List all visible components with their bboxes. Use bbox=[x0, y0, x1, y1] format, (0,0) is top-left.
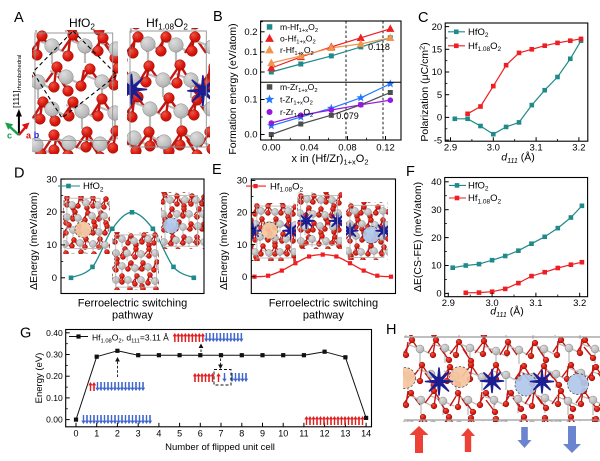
svg-text:E: E bbox=[212, 162, 222, 178]
svg-text:3: 3 bbox=[136, 429, 141, 439]
svg-text:20: 20 bbox=[431, 233, 442, 244]
svg-text:0: 0 bbox=[52, 273, 57, 284]
svg-text:Ferroelectric switching: Ferroelectric switching bbox=[78, 298, 187, 310]
svg-text:0.0: 0.0 bbox=[244, 67, 257, 78]
svg-text:5: 5 bbox=[437, 90, 442, 101]
svg-text:-5: -5 bbox=[434, 135, 442, 146]
svg-text:20: 20 bbox=[46, 207, 57, 218]
svg-text:HfO2​: HfO2​ bbox=[69, 16, 95, 32]
svg-text:0.079: 0.079 bbox=[336, 111, 359, 121]
svg-text:HfO2​: HfO2​ bbox=[468, 181, 489, 193]
svg-text:0.04: 0.04 bbox=[300, 143, 319, 154]
svg-text:0.1: 0.1 bbox=[244, 95, 257, 106]
svg-text:1: 1 bbox=[94, 429, 99, 439]
svg-text:30: 30 bbox=[237, 176, 248, 187]
svg-text:0.12: 0.12 bbox=[376, 143, 395, 154]
svg-text:15: 15 bbox=[432, 45, 443, 56]
svg-text:3.2: 3.2 bbox=[572, 143, 585, 154]
svg-text:Ferroelectric switching: Ferroelectric switching bbox=[269, 298, 378, 310]
svg-text:HfO2​: HfO2​ bbox=[83, 181, 104, 193]
svg-text:d111​ (Å): d111​ (Å) bbox=[490, 305, 524, 319]
svg-text:0.30: 0.30 bbox=[46, 350, 63, 360]
svg-text:10: 10 bbox=[432, 67, 443, 78]
svg-text:Hf1.08​O2​: Hf1.08​O2​ bbox=[146, 16, 188, 32]
svg-text:0: 0 bbox=[73, 429, 78, 439]
svg-text:7: 7 bbox=[219, 429, 224, 439]
svg-text:Energy (eV): Energy (eV) bbox=[34, 353, 45, 404]
svg-text:0.0: 0.0 bbox=[244, 130, 257, 141]
svg-text:C: C bbox=[418, 10, 428, 26]
svg-text:r-Hf1+x​O2​: r-Hf1+x​O2​ bbox=[280, 45, 314, 57]
svg-text:ΔEnergy (meV/atom): ΔEnergy (meV/atom) bbox=[28, 192, 40, 290]
svg-text:Formation energy (eV/atom): Formation energy (eV/atom) bbox=[227, 23, 239, 154]
svg-text:8: 8 bbox=[239, 429, 244, 439]
svg-text:3.0: 3.0 bbox=[485, 298, 498, 309]
svg-text:0.20: 0.20 bbox=[46, 371, 63, 381]
svg-text:o-Hf1+x​O2​: o-Hf1+x​O2​ bbox=[280, 34, 316, 46]
svg-text:x in (Hf/Zr)1+x​O2​: x in (Hf/Zr)1+x​O2​ bbox=[292, 153, 369, 166]
svg-text:6: 6 bbox=[198, 429, 203, 439]
svg-text:ΔE(CS-FE) (meV/atom): ΔE(CS-FE) (meV/atom) bbox=[412, 182, 424, 292]
svg-text:HfO2​: HfO2​ bbox=[468, 27, 489, 39]
svg-text:3.2: 3.2 bbox=[573, 298, 586, 309]
svg-text:0: 0 bbox=[242, 272, 247, 283]
svg-text:H: H bbox=[386, 322, 396, 338]
svg-text:20: 20 bbox=[237, 208, 248, 219]
svg-text:30: 30 bbox=[46, 174, 57, 185]
svg-text:12: 12 bbox=[320, 429, 330, 439]
svg-text:Polarization (μC/cm2​): Polarization (μC/cm2​) bbox=[418, 42, 431, 141]
svg-text:11: 11 bbox=[299, 429, 308, 439]
svg-text:Hf1.08​O2​: Hf1.08​O2​ bbox=[270, 181, 304, 193]
svg-text:0.00: 0.00 bbox=[46, 415, 63, 425]
svg-text:D: D bbox=[14, 166, 24, 182]
svg-text:m-Zr1+x​O2​: m-Zr1+x​O2​ bbox=[280, 82, 318, 94]
svg-text:pathway: pathway bbox=[303, 310, 344, 322]
svg-text:3.0: 3.0 bbox=[487, 143, 500, 154]
svg-text:t-Zr1+x​O2​: t-Zr1+x​O2​ bbox=[280, 95, 313, 107]
svg-text:13: 13 bbox=[340, 429, 350, 439]
svg-text:b: b bbox=[34, 130, 40, 140]
svg-text:F: F bbox=[406, 164, 415, 180]
svg-text:5: 5 bbox=[177, 429, 182, 439]
svg-text:2.9: 2.9 bbox=[444, 143, 457, 154]
svg-text:10: 10 bbox=[278, 429, 288, 439]
svg-text:Number of flipped unit cell: Number of flipped unit cell bbox=[165, 442, 275, 453]
svg-text:pathway: pathway bbox=[112, 310, 153, 322]
svg-text:0.10: 0.10 bbox=[46, 393, 63, 403]
svg-text:[111]rhombohedral​: [111]rhombohedral​ bbox=[11, 55, 23, 108]
svg-text:B: B bbox=[213, 9, 223, 25]
svg-text:Hf1.08​O2​: Hf1.08​O2​ bbox=[468, 41, 502, 53]
svg-text:0.1: 0.1 bbox=[244, 47, 257, 58]
svg-text:0.00: 0.00 bbox=[262, 143, 281, 154]
svg-text:0.40: 0.40 bbox=[46, 328, 63, 338]
svg-text:0.08: 0.08 bbox=[338, 143, 357, 154]
svg-text:r-Zr1+x​O2​: r-Zr1+x​O2​ bbox=[280, 107, 313, 119]
svg-text:9: 9 bbox=[260, 429, 265, 439]
svg-text:3.1: 3.1 bbox=[529, 298, 542, 309]
svg-text:G: G bbox=[20, 326, 31, 342]
svg-text:10: 10 bbox=[46, 240, 57, 251]
svg-text:0.2: 0.2 bbox=[244, 27, 257, 38]
svg-text:4: 4 bbox=[156, 429, 161, 439]
svg-text:30: 30 bbox=[431, 205, 442, 216]
svg-text:2.9: 2.9 bbox=[442, 298, 455, 309]
svg-text:14: 14 bbox=[361, 429, 371, 439]
svg-text:ΔEnergy (meV/atom): ΔEnergy (meV/atom) bbox=[218, 192, 230, 290]
svg-text:Hf1.08​O2​, d111​=3.11 Å: Hf1.08​O2​, d111​=3.11 Å bbox=[92, 333, 169, 345]
svg-text:3.1: 3.1 bbox=[529, 143, 542, 154]
svg-text:0.118: 0.118 bbox=[368, 42, 390, 52]
svg-text:d111​ (Å): d111​ (Å) bbox=[501, 151, 535, 165]
svg-text:a: a bbox=[26, 131, 32, 141]
svg-text:10: 10 bbox=[431, 261, 442, 272]
svg-text:40: 40 bbox=[431, 177, 442, 188]
svg-text:10: 10 bbox=[237, 240, 248, 251]
svg-text:c: c bbox=[7, 131, 12, 141]
svg-text:A: A bbox=[14, 10, 24, 26]
svg-text:Hf1.08​O2​: Hf1.08​O2​ bbox=[468, 193, 502, 205]
svg-text:0: 0 bbox=[436, 289, 441, 300]
svg-text:2: 2 bbox=[115, 429, 120, 439]
svg-text:0: 0 bbox=[437, 113, 442, 124]
svg-text:m-Hf1+x​O2​: m-Hf1+x​O2​ bbox=[280, 22, 318, 34]
svg-text:20: 20 bbox=[432, 22, 443, 33]
